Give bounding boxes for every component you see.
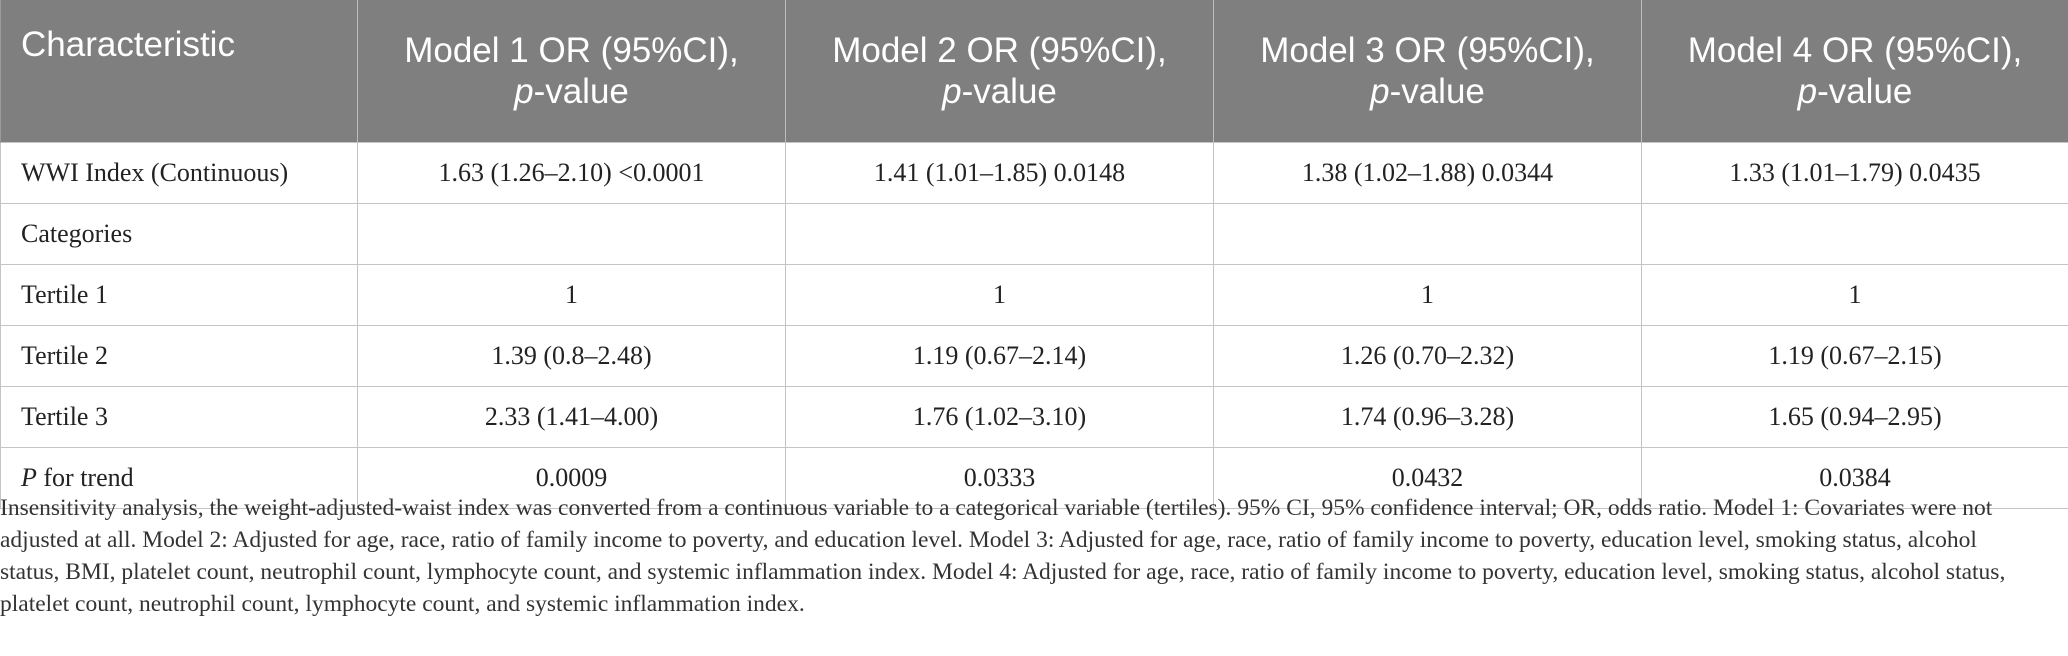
table-row-tertile-1: Tertile 1 1 1 1 1	[0, 264, 2068, 326]
table-cell	[785, 203, 1214, 265]
table-row-p-for-trend: P for trend 0.0009 0.0333 0.0432 0.0384	[0, 447, 2068, 509]
row-label: Tertile 2	[0, 325, 358, 387]
table-cell: 1.65 (0.94–2.95)	[1641, 386, 2068, 448]
table-cell: 1.19 (0.67–2.14)	[785, 325, 1214, 387]
header-model-4-pvalue: p-value	[1662, 71, 2048, 112]
header-model-3: Model 3 OR (95%CI), p-value	[1213, 0, 1642, 143]
table-cell: 1	[1641, 264, 2068, 326]
table-body: WWI Index (Continuous) 1.63 (1.26–2.10) …	[0, 142, 2068, 509]
header-model-3-pvalue: p-value	[1234, 71, 1621, 112]
table-cell	[1213, 203, 1642, 265]
row-label: P for trend	[0, 447, 358, 509]
table-cell: 1	[357, 264, 786, 326]
header-model-1-p: p	[514, 72, 534, 111]
header-row: Characteristic Model 1 OR (95%CI), p-val…	[0, 0, 2068, 143]
header-model-2-pvalue: p-value	[806, 71, 1193, 112]
table-cell	[1641, 203, 2068, 265]
row-label-for-trend: for trend	[36, 463, 134, 492]
table-cell: 1.76 (1.02–3.10)	[785, 386, 1214, 448]
results-table-container: Characteristic Model 1 OR (95%CI), p-val…	[0, 0, 2068, 509]
header-model-2-value-suffix: -value	[961, 72, 1057, 111]
table-cell: 1.19 (0.67–2.15)	[1641, 325, 2068, 387]
header-model-4-p: p	[1797, 72, 1818, 111]
header-model-4: Model 4 OR (95%CI), p-value	[1641, 0, 2068, 143]
header-model-3-title: Model 3 OR (95%CI),	[1260, 31, 1595, 70]
table-cell: 0.0432	[1213, 447, 1642, 509]
table-cell: 1.39 (0.8–2.48)	[357, 325, 786, 387]
table-cell: 2.33 (1.41–4.00)	[357, 386, 786, 448]
header-characteristic: Characteristic	[0, 0, 358, 143]
row-label: Categories	[0, 203, 358, 265]
table-cell: 1	[1213, 264, 1642, 326]
row-label: WWI Index (Continuous)	[0, 142, 358, 204]
table-cell: 1.38 (1.02–1.88) 0.0344	[1213, 142, 1642, 204]
table-cell: 0.0384	[1641, 447, 2068, 509]
row-label: Tertile 3	[0, 386, 358, 448]
table-row-wwi-continuous: WWI Index (Continuous) 1.63 (1.26–2.10) …	[0, 142, 2068, 204]
header-model-2-p: p	[942, 72, 962, 111]
header-model-3-p: p	[1370, 72, 1390, 111]
header-model-2-title: Model 2 OR (95%CI),	[832, 31, 1167, 70]
header-model-4-value-suffix: -value	[1817, 72, 1913, 111]
table-header: Characteristic Model 1 OR (95%CI), p-val…	[0, 0, 2068, 143]
header-model-2: Model 2 OR (95%CI), p-value	[785, 0, 1214, 143]
odds-ratio-table: Characteristic Model 1 OR (95%CI), p-val…	[0, 0, 2068, 509]
table-cell: 1.26 (0.70–2.32)	[1213, 325, 1642, 387]
header-model-1: Model 1 OR (95%CI), p-value	[357, 0, 786, 143]
row-label: Tertile 1	[0, 264, 358, 326]
table-cell: 1.74 (0.96–3.28)	[1213, 386, 1642, 448]
table-row-categories: Categories	[0, 203, 2068, 265]
table-cell	[357, 203, 786, 265]
header-model-1-value-suffix: -value	[533, 72, 629, 111]
header-model-4-title: Model 4 OR (95%CI),	[1687, 31, 2023, 70]
table-cell: 0.0009	[357, 447, 786, 509]
table-cell: 1.41 (1.01–1.85) 0.0148	[785, 142, 1214, 204]
table-footnote: Insensitivity analysis, the weight-adjus…	[0, 495, 2006, 617]
table-cell: 1.33 (1.01–1.79) 0.0435	[1641, 142, 2068, 204]
table-row-tertile-3: Tertile 3 2.33 (1.41–4.00) 1.76 (1.02–3.…	[0, 386, 2068, 448]
header-model-1-title: Model 1 OR (95%CI),	[404, 31, 739, 70]
table-cell: 1.63 (1.26–2.10) <0.0001	[357, 142, 786, 204]
table-cell: 0.0333	[785, 447, 1214, 509]
header-model-3-value-suffix: -value	[1389, 72, 1485, 111]
header-model-1-pvalue: p-value	[378, 71, 765, 112]
table-cell: 1	[785, 264, 1214, 326]
table-row-tertile-2: Tertile 2 1.39 (0.8–2.48) 1.19 (0.67–2.1…	[0, 325, 2068, 387]
row-label-p: P	[21, 463, 37, 492]
